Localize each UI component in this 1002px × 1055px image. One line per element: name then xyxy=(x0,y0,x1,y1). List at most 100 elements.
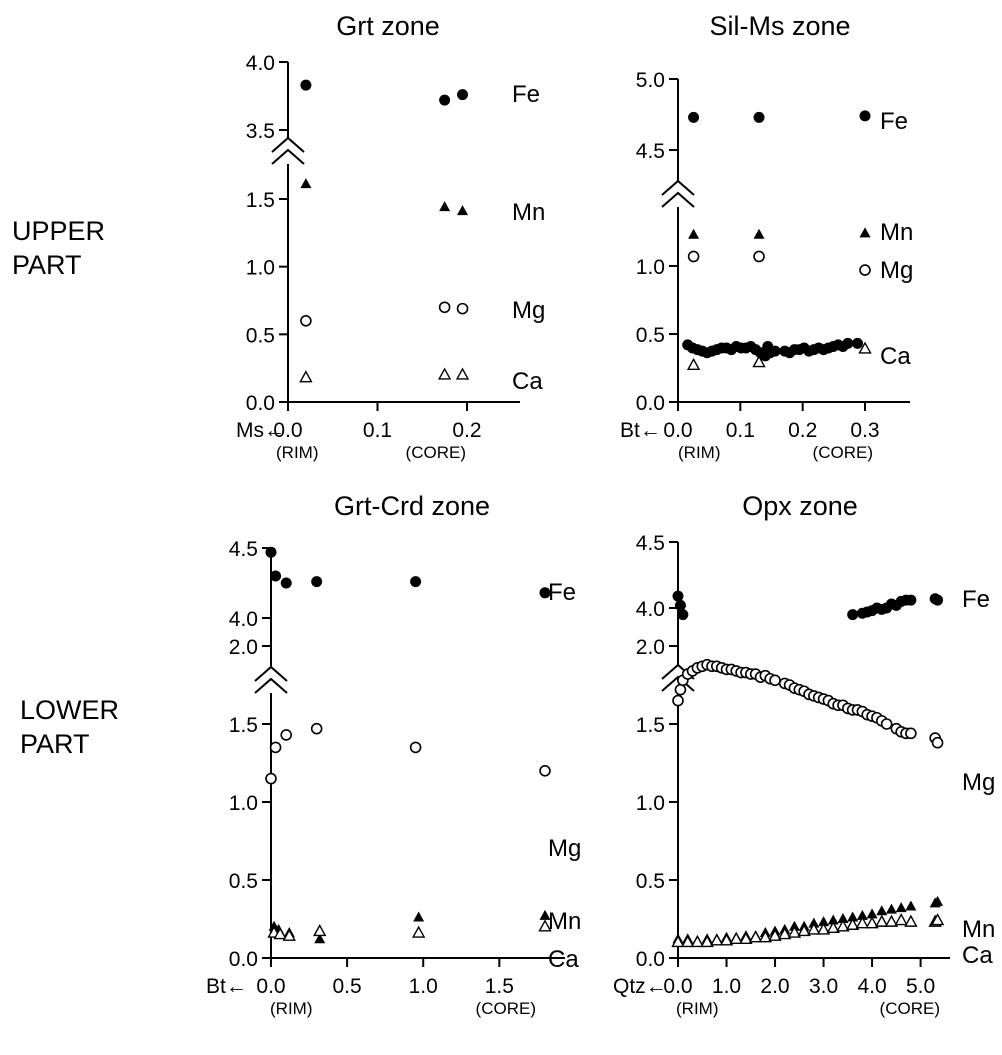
series-label-fe: Fe xyxy=(512,81,540,108)
series-label-mg: Mg xyxy=(880,257,913,284)
y-tick-label: 0.5 xyxy=(246,324,275,347)
x-tick-label: 4.0 xyxy=(857,975,886,998)
y-tick-label: 1.5 xyxy=(636,714,665,737)
axis-break-mark xyxy=(661,191,695,208)
data-point-mg xyxy=(438,301,451,314)
data-point-mg xyxy=(769,674,781,687)
x-tick-label: 0.0 xyxy=(256,975,285,998)
y-tick-label: 3.5 xyxy=(246,120,275,143)
series-label-mg: Mg xyxy=(548,835,581,862)
x-tick-label: 0.1 xyxy=(726,419,755,442)
data-point-ca xyxy=(816,922,831,935)
x-start-label: (RIM) xyxy=(276,443,318,462)
series-label-mn: Mn xyxy=(548,908,581,935)
x-tick-label: 2.0 xyxy=(760,975,789,998)
series-label-mn: Mn xyxy=(512,199,545,226)
row-label-lower-line2: PART xyxy=(20,729,90,759)
y-tick-label: 0.0 xyxy=(636,392,665,415)
x-tick-label: 1.5 xyxy=(485,975,514,998)
data-point-ca xyxy=(787,925,802,938)
data-point-fe xyxy=(674,599,686,611)
y-tick-label: 0.5 xyxy=(636,870,665,893)
data-point-mg xyxy=(310,722,323,735)
data-point-ca xyxy=(739,931,753,944)
axis-break-mark xyxy=(254,665,288,682)
x-tick-label: 0.0 xyxy=(663,419,692,442)
data-point-mn xyxy=(413,911,425,922)
data-point-fe xyxy=(932,594,944,606)
data-point-ca xyxy=(719,933,734,946)
series-label-fe: Fe xyxy=(962,586,990,613)
y-tick-label: 4.0 xyxy=(246,52,275,75)
x-tick-label: 3.0 xyxy=(809,975,838,998)
data-point-ca xyxy=(768,928,782,941)
series-Mn xyxy=(268,909,551,944)
data-point-mg xyxy=(687,250,700,263)
data-point-ca xyxy=(437,367,452,380)
data-point-ca xyxy=(752,355,766,368)
data-point-ca xyxy=(865,916,879,929)
data-point-ca xyxy=(729,931,743,944)
data-point-ca xyxy=(826,920,840,934)
data-point-mn xyxy=(856,909,868,920)
row-label-lower-line1: LOWER xyxy=(20,695,120,725)
data-point-fe xyxy=(672,590,684,602)
x-start-label: (RIM) xyxy=(676,999,718,1018)
data-point-mn xyxy=(314,933,326,944)
axis-break-mark xyxy=(661,675,695,692)
data-point-fe xyxy=(410,576,422,588)
data-point-fe xyxy=(753,111,765,123)
series-label-fe: Fe xyxy=(548,579,576,606)
y-tick-label: 0.5 xyxy=(636,324,665,347)
y-tick-label: 4.0 xyxy=(229,608,258,631)
axis-break-mark xyxy=(254,677,288,694)
data-point-mg xyxy=(456,302,469,315)
x-tick-label: 1.0 xyxy=(712,975,741,998)
x-tick-label: 5.0 xyxy=(906,975,935,998)
series-Mg xyxy=(265,722,551,785)
x-end-label: (CORE) xyxy=(813,443,873,462)
data-point-mn xyxy=(439,201,451,212)
data-point-ca xyxy=(671,934,685,948)
data-point-fe xyxy=(300,79,312,91)
y-tick-label: 1.0 xyxy=(229,792,258,815)
panel-title: Grt zone xyxy=(336,11,440,41)
data-point-ca xyxy=(758,930,773,943)
series-Fe xyxy=(688,110,871,123)
data-point-mg xyxy=(265,772,277,785)
data-point-mn xyxy=(895,902,907,913)
data-point-fe xyxy=(688,111,700,123)
data-point-ca xyxy=(778,927,792,940)
series-label-ca: Ca xyxy=(512,368,543,395)
series-label-ca: Ca xyxy=(962,942,993,969)
data-point-mn xyxy=(300,178,312,189)
data-point-mn xyxy=(876,905,888,916)
axis-break-mark xyxy=(661,179,695,196)
x-axis-label: Bt← xyxy=(206,975,247,998)
y-tick-label: 2.0 xyxy=(636,636,665,659)
data-point-fe xyxy=(539,587,551,599)
data-point-fe xyxy=(270,570,282,582)
series-label-mg: Mg xyxy=(512,297,545,324)
data-point-ca xyxy=(884,914,899,927)
data-point-ca xyxy=(930,913,945,926)
series-label-ca: Ca xyxy=(548,946,579,973)
series-Fe xyxy=(672,337,944,621)
axis-break-mark xyxy=(271,136,305,153)
data-point-mg xyxy=(672,694,684,707)
data-point-mn xyxy=(885,903,897,914)
x-tick-label: 0.2 xyxy=(452,419,481,442)
panel-2: Grt-Crd zone 0.0 0.5 1.0 1.5 2.0 4.0 4.5 0.0 0.5 1… xyxy=(206,491,581,1018)
data-point-ca xyxy=(894,913,908,926)
x-axis-label: Ms← xyxy=(236,419,285,442)
y-tick-label: 0.0 xyxy=(229,948,258,971)
x-end-label: (CORE) xyxy=(476,999,536,1018)
y-tick-label: 4.5 xyxy=(229,538,258,561)
axis-break-mark xyxy=(271,148,305,165)
data-point-fe xyxy=(859,110,871,122)
y-tick-label: 1.0 xyxy=(246,257,275,280)
y-tick-label: 4.0 xyxy=(636,598,665,621)
series-label-fe: Fe xyxy=(880,108,908,135)
data-point-ca xyxy=(690,934,705,948)
